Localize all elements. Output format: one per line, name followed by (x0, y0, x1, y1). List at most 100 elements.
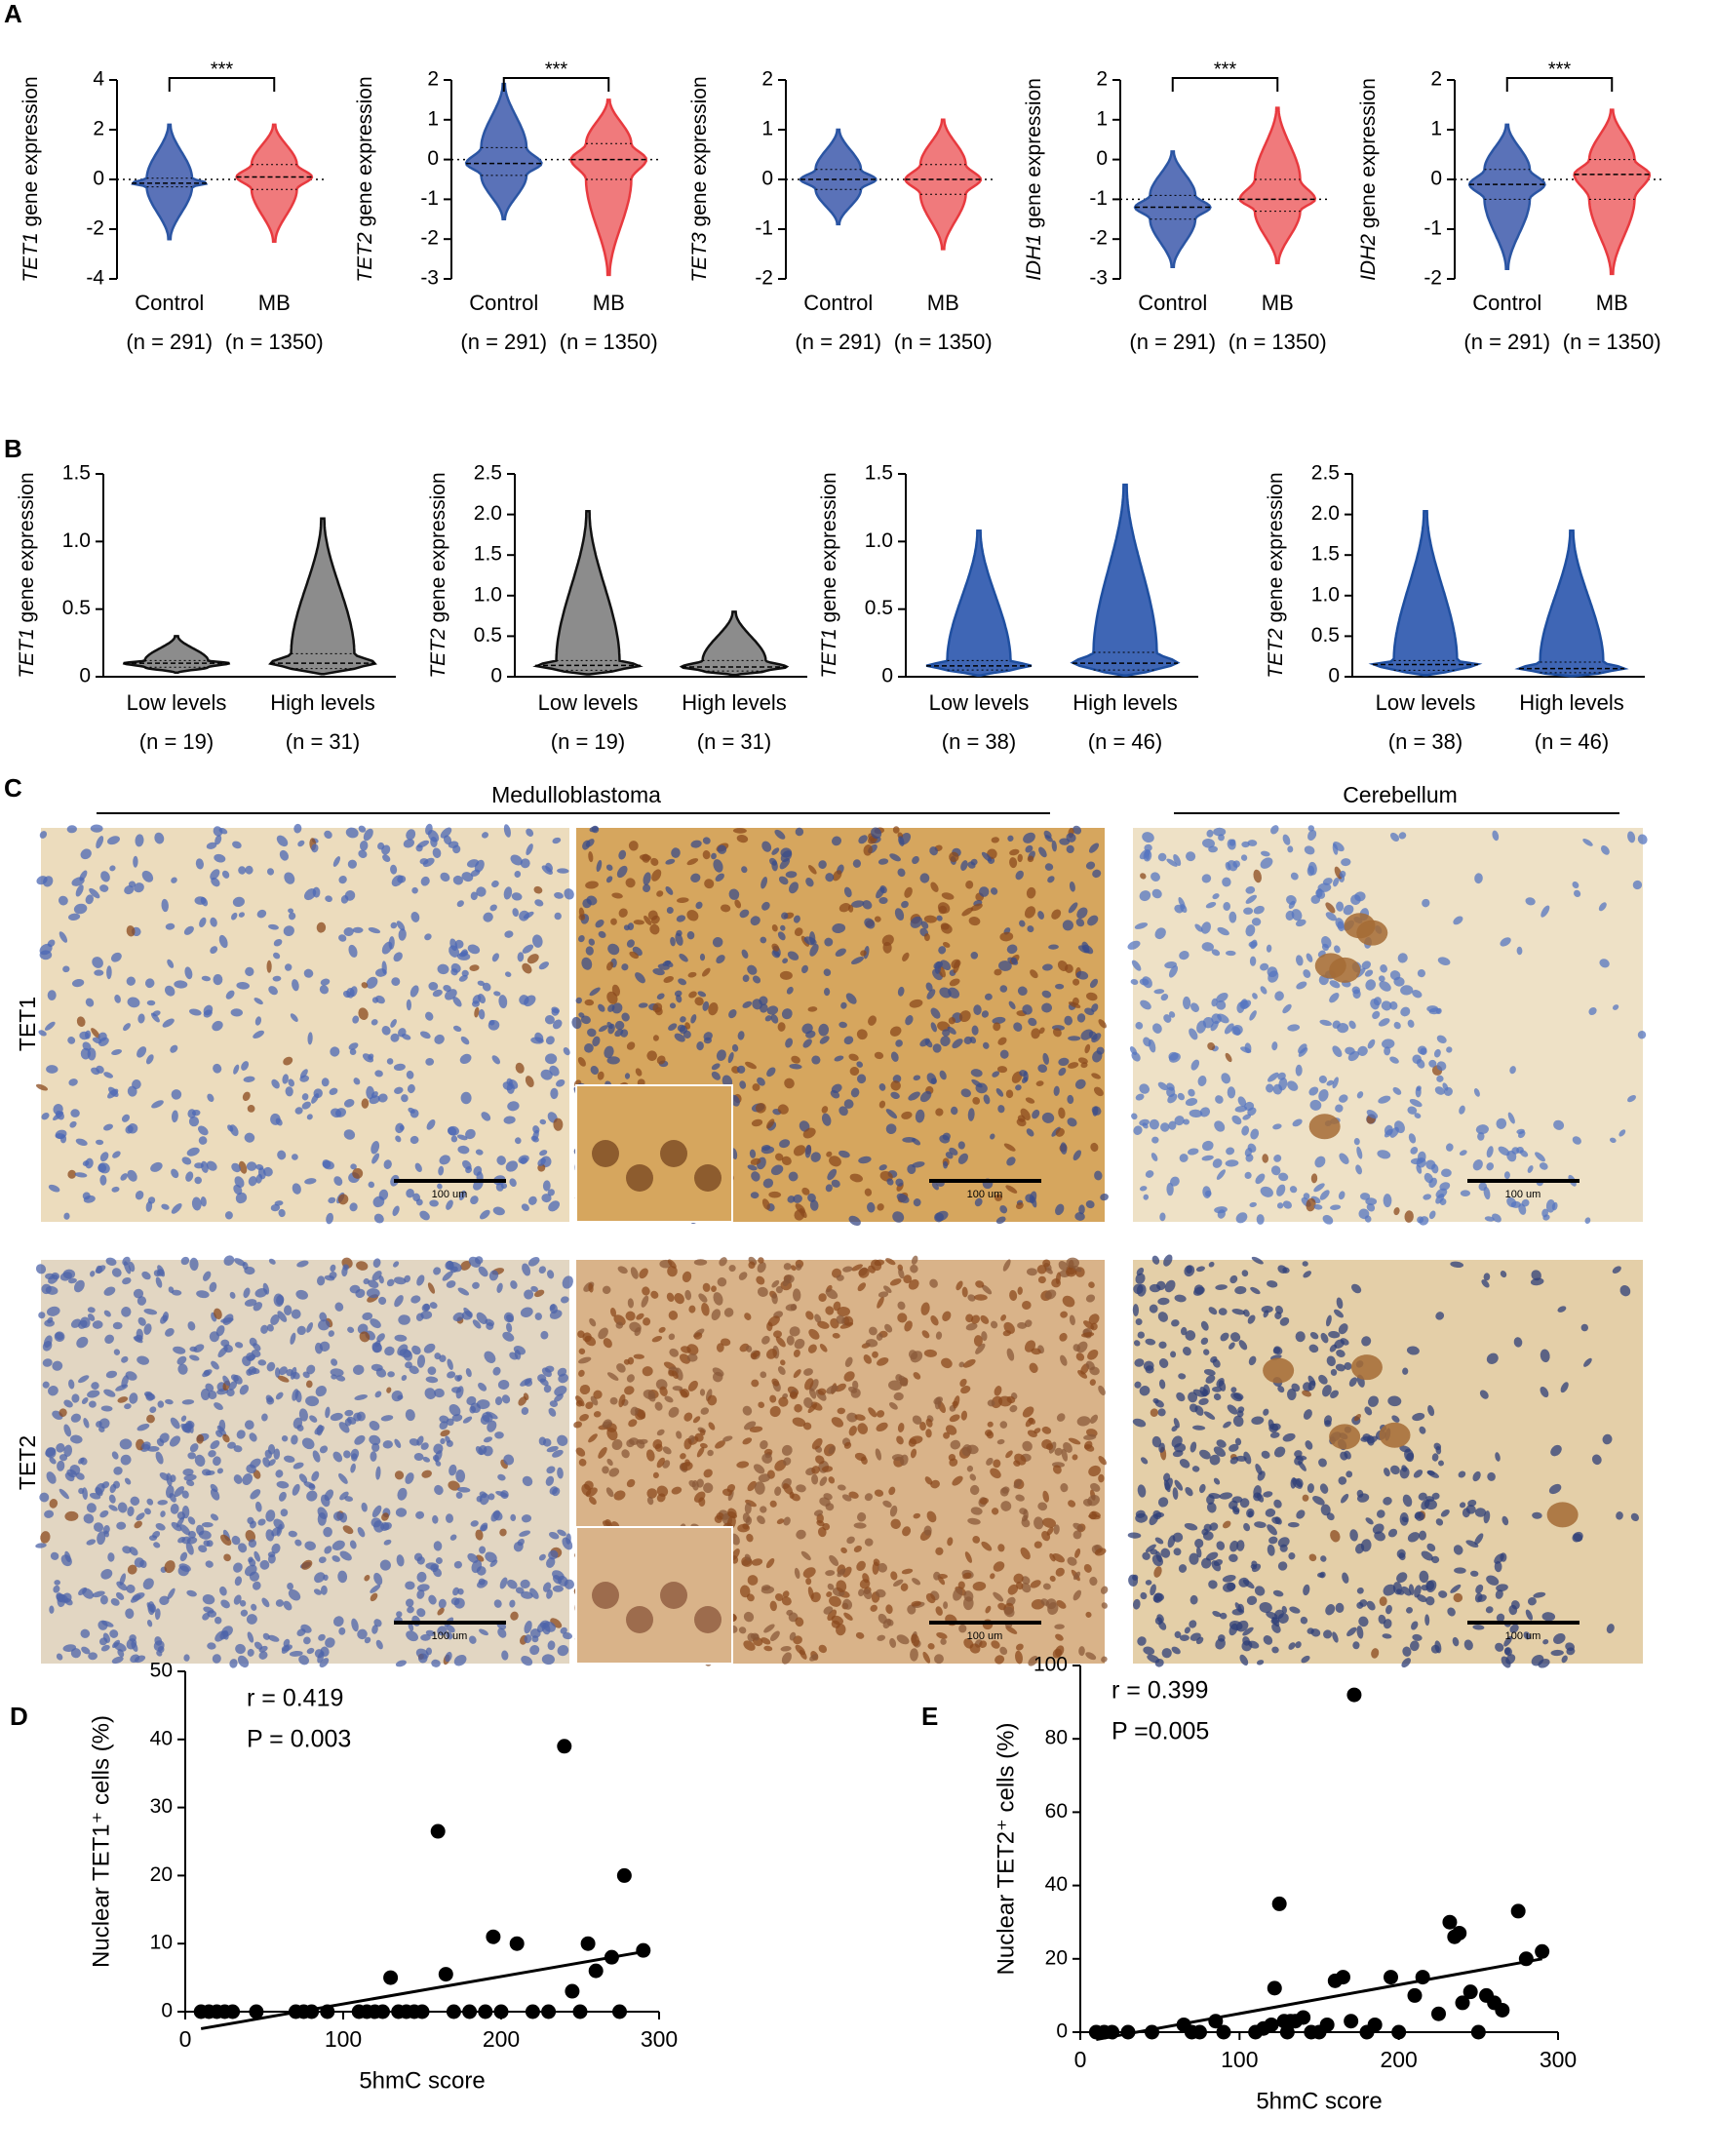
cell-nucleus (165, 922, 176, 930)
cell-nucleus (212, 1020, 223, 1032)
cell-nucleus (788, 1171, 799, 1182)
purkinje-cell (1546, 1502, 1579, 1528)
cell-nucleus (1460, 1190, 1470, 1196)
y-tick-label: 40 (1045, 1873, 1068, 1896)
cell-nucleus (132, 1079, 141, 1089)
cell-nucleus (161, 898, 169, 913)
cell-nucleus (1072, 825, 1082, 835)
cell-nucleus (983, 1094, 991, 1105)
cell-nucleus (668, 1023, 678, 1031)
cell-nucleus (210, 917, 217, 927)
cell-nucleus (1047, 876, 1055, 883)
cell-nucleus (1213, 827, 1227, 837)
cell-nucleus (186, 1147, 200, 1156)
cell-nucleus (407, 1083, 415, 1094)
cell-nucleus (255, 1173, 263, 1184)
x-tick-label: Low levels (1376, 690, 1476, 715)
y-tick-label: 0.5 (1311, 624, 1340, 647)
cell-nucleus (47, 990, 57, 1000)
cell-nucleus (611, 1002, 623, 1014)
cell-nucleus (992, 1016, 1006, 1025)
cell-nucleus (765, 1118, 775, 1129)
cell-nucleus (553, 1117, 564, 1131)
cell-nucleus (596, 859, 603, 873)
cell-nucleus (403, 839, 415, 848)
cell-nucleus (390, 1018, 397, 1028)
y-tick-label: 40 (150, 1727, 173, 1749)
cell-nucleus (1058, 1057, 1070, 1067)
group-size-label: (n = 46) (1535, 729, 1609, 754)
cell-nucleus (273, 938, 283, 947)
cell-nucleus (949, 1147, 958, 1156)
cell-nucleus (650, 915, 660, 924)
cell-nucleus (831, 1083, 842, 1093)
cell-nucleus (1137, 1331, 1145, 1339)
cell-nucleus (465, 1128, 476, 1140)
cell-nucleus (321, 1078, 330, 1087)
cell-nucleus (716, 1049, 726, 1062)
cell-nucleus (283, 925, 294, 936)
cell-nucleus (372, 1196, 385, 1208)
point (1495, 2002, 1510, 2018)
group-size-label: (n = 291) (1463, 330, 1550, 354)
cell-nucleus (1077, 1057, 1088, 1065)
cell-nucleus (350, 1163, 357, 1170)
violin (1070, 483, 1181, 677)
cell-nucleus (470, 891, 478, 901)
cell-nucleus (279, 849, 289, 861)
x-tick-label: MB (927, 291, 959, 315)
cell-nucleus (849, 1173, 863, 1183)
cell-nucleus (1042, 963, 1053, 971)
cell-nucleus (489, 904, 497, 912)
y-tick-label: -1 (1424, 217, 1442, 240)
cell-nucleus (1093, 1086, 1104, 1097)
cell-nucleus (1150, 1153, 1158, 1161)
cell-nucleus (701, 967, 711, 977)
cell-nucleus (669, 1002, 677, 1009)
cell-nucleus (174, 980, 188, 989)
cell-nucleus (1055, 1203, 1065, 1216)
cell-nucleus (741, 949, 749, 959)
cell-nucleus (406, 1189, 414, 1198)
cell-nucleus (905, 1015, 914, 1026)
cell-nucleus (1085, 861, 1096, 870)
y-tick-label: 0 (1328, 665, 1340, 687)
cell-nucleus (926, 989, 936, 1000)
group-size-label: (n = 19) (551, 729, 625, 754)
annotation: r = 0.419 (247, 1685, 343, 1712)
cell-nucleus (824, 937, 834, 947)
cell-nucleus (58, 931, 68, 943)
cell-nucleus (238, 1160, 248, 1174)
cell-nucleus (504, 971, 512, 978)
cell-nucleus (941, 923, 953, 934)
y-tick-label: -2 (755, 267, 773, 290)
cell-nucleus (695, 901, 703, 910)
cell-nucleus (1032, 1109, 1040, 1119)
cell-nucleus (92, 1037, 102, 1044)
cell-nucleus (1237, 1096, 1247, 1107)
cell-nucleus (68, 1078, 78, 1086)
cell-nucleus (194, 1162, 204, 1169)
cell-nucleus (626, 1041, 636, 1050)
cell-nucleus (779, 970, 793, 980)
cell-nucleus (183, 925, 194, 935)
cell-nucleus (443, 985, 451, 992)
cell-nucleus (676, 915, 686, 922)
cell-nucleus (802, 1127, 816, 1139)
cell-nucleus (390, 921, 398, 929)
cell-nucleus (1041, 1112, 1055, 1123)
inset-nucleus (694, 1606, 722, 1633)
cell-nucleus (1249, 1201, 1257, 1207)
cell-nucleus (58, 895, 68, 906)
cell-nucleus (549, 1065, 560, 1077)
cell-nucleus (59, 1134, 67, 1144)
cell-nucleus (737, 1031, 745, 1040)
cell-nucleus (886, 1178, 894, 1186)
cell-nucleus (284, 963, 292, 971)
cell-nucleus (424, 933, 432, 941)
cell-nucleus (127, 1169, 137, 1182)
purkinje-cell (1329, 1424, 1361, 1450)
cell-nucleus (504, 930, 514, 938)
cell-nucleus (522, 944, 534, 954)
cell-nucleus (983, 1041, 990, 1049)
